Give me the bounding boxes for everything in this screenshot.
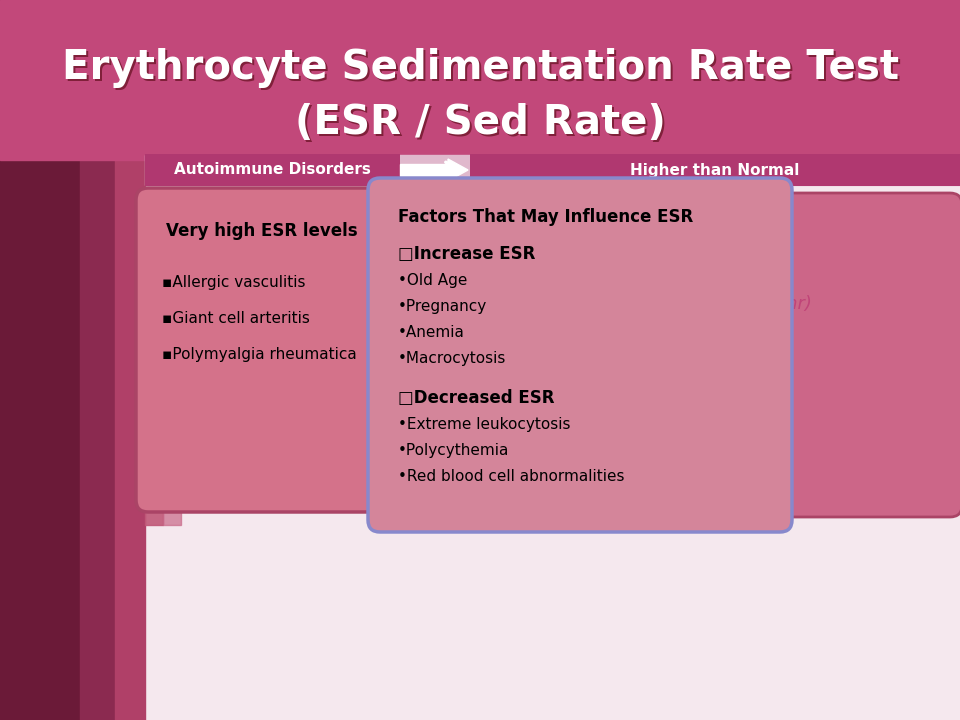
- Bar: [163, 195, 181, 525]
- Text: •Extreme leukocytosis: •Extreme leukocytosis: [398, 417, 570, 432]
- Text: ▪Giant cell arteritis: ▪Giant cell arteritis: [162, 311, 310, 326]
- Bar: [0, 0, 80, 720]
- Text: •Macrocytosis: •Macrocytosis: [398, 351, 506, 366]
- FancyBboxPatch shape: [470, 154, 960, 186]
- Bar: [115, 0, 145, 720]
- Text: (ESR / Sed Rate): (ESR / Sed Rate): [295, 103, 665, 143]
- Text: /hr): /hr): [780, 295, 812, 313]
- FancyBboxPatch shape: [145, 154, 400, 186]
- Text: ▪Polymyalgia rheumatica: ▪Polymyalgia rheumatica: [162, 347, 357, 362]
- Text: Factors That May Influence ESR: Factors That May Influence ESR: [398, 208, 693, 226]
- Text: □Increase ESR: □Increase ESR: [398, 245, 536, 263]
- Bar: [145, 195, 163, 525]
- FancyBboxPatch shape: [368, 178, 792, 532]
- Text: •Anemia: •Anemia: [398, 325, 465, 340]
- Text: □Decreased ESR: □Decreased ESR: [398, 389, 555, 407]
- Bar: [145, 155, 960, 185]
- Text: •Red blood cell abnormalities: •Red blood cell abnormalities: [398, 469, 625, 484]
- Bar: [400, 164, 448, 176]
- Text: Very high ESR levels: Very high ESR levels: [166, 222, 358, 240]
- Text: Higher than Normal: Higher than Normal: [631, 163, 800, 178]
- FancyBboxPatch shape: [748, 193, 960, 517]
- Bar: [0, 0, 960, 160]
- Text: (ESR / Sed Rate): (ESR / Sed Rate): [297, 105, 667, 145]
- Text: •Pregnancy: •Pregnancy: [398, 299, 488, 314]
- FancyBboxPatch shape: [136, 188, 440, 512]
- Bar: [80, 0, 115, 720]
- Text: Autoimmune Disorders: Autoimmune Disorders: [174, 163, 371, 178]
- Polygon shape: [448, 159, 468, 181]
- Text: ▪Allergic vasculitis: ▪Allergic vasculitis: [162, 275, 305, 290]
- Text: •Old Age: •Old Age: [398, 273, 468, 288]
- Text: •Polycythemia: •Polycythemia: [398, 443, 510, 458]
- Text: Erythrocyte Sedimentation Rate Test: Erythrocyte Sedimentation Rate Test: [63, 50, 900, 90]
- Text: Erythrocyte Sedimentation Rate Test: Erythrocyte Sedimentation Rate Test: [61, 48, 899, 88]
